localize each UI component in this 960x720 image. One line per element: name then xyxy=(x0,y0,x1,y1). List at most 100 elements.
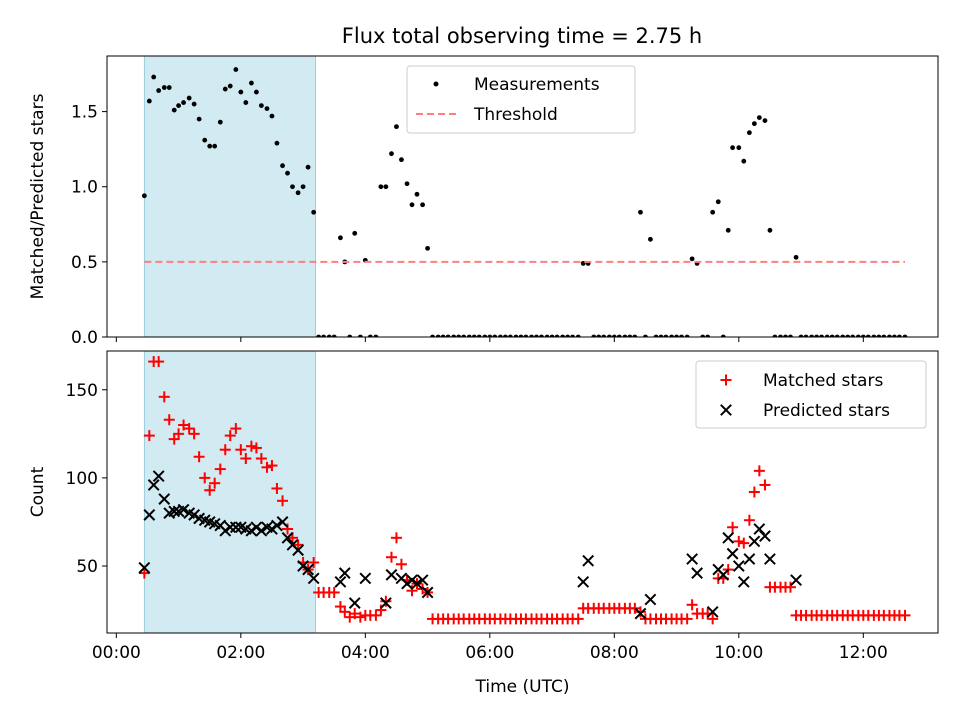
measurements-point-144 xyxy=(887,334,892,337)
measurements-point-64 xyxy=(471,334,477,337)
matched-stars-point-27 xyxy=(277,495,289,507)
matched-stars-point-23 xyxy=(255,453,267,465)
measurements-point-58 xyxy=(440,334,446,337)
measurements-point-3 xyxy=(156,88,162,93)
predicted-stars-point-30 xyxy=(292,544,305,557)
measurements-point-6 xyxy=(171,107,177,113)
matched-stars-point-125 xyxy=(784,581,796,593)
measurements-point-96 xyxy=(638,209,643,215)
measurements-point-57 xyxy=(435,334,441,337)
measurements-point-62 xyxy=(461,334,467,337)
matched-stars-point-106 xyxy=(686,599,698,611)
measurements-point-88 xyxy=(596,334,602,337)
matched-stars-point-26 xyxy=(271,482,283,494)
top-panel-frame xyxy=(106,55,939,338)
bottom-panel-frame xyxy=(106,350,939,634)
bottom-panel-legend-box xyxy=(695,360,927,429)
measurements-point-31 xyxy=(300,184,306,190)
measurements-point-142 xyxy=(876,334,882,337)
matched-stars-point-46 xyxy=(375,604,387,616)
measurements-point-112 xyxy=(720,334,726,337)
x-tick-label-2: 04:00 xyxy=(341,643,390,663)
measurements-point-11 xyxy=(196,116,202,122)
predicted-stars-point-50 xyxy=(686,553,699,565)
matched-stars-point-4 xyxy=(158,391,170,403)
matched-stars-point-37 xyxy=(328,586,340,598)
top-panel-ratio: 0.0 0.5 1.0 1.5 Matched/Predicted stars Mea… xyxy=(28,55,939,348)
measurements-point-66 xyxy=(482,334,488,337)
predicted-stars-point-56 xyxy=(726,547,739,560)
y-tick-label-0: 0.0 xyxy=(71,328,98,348)
predicted-stars-point-47 xyxy=(582,554,595,567)
measurements-point-83 xyxy=(570,334,576,337)
x-tick-label-4: 08:00 xyxy=(590,643,639,663)
measurements-point-74 xyxy=(523,334,529,337)
matched-stars-point-8 xyxy=(178,419,190,431)
measurements-point-19 xyxy=(238,89,244,95)
measurements-point-106 xyxy=(689,256,695,262)
measurements-point-40 xyxy=(347,334,353,337)
measurements-point-1 xyxy=(146,98,152,104)
measurements-point-23 xyxy=(258,103,264,108)
predicted-stars-point-55 xyxy=(722,531,735,544)
top-panel-legend: Measurements Threshold xyxy=(406,65,636,134)
legend-predicted-stars-marker xyxy=(720,404,732,416)
measurements-point-69 xyxy=(498,334,503,337)
measurements-point-13 xyxy=(207,143,213,149)
measurements-point-121 xyxy=(767,227,773,233)
measurements-point-103 xyxy=(674,334,679,337)
measurements-point-128 xyxy=(803,334,809,337)
predicted-stars-point-38 xyxy=(379,597,392,609)
predicted-stars-point-18 xyxy=(229,521,242,534)
bottom-panel-ticks: 50 100 150 00:00 02:00 04:00 06:00 08:00 10:00 12… xyxy=(66,381,888,663)
measurements-point-125 xyxy=(788,334,793,337)
y-tick-label-2: 150 xyxy=(66,381,98,401)
measurements-point-26 xyxy=(274,140,280,146)
top-panel-series xyxy=(141,67,908,337)
y-tick-label-0: 50 xyxy=(76,557,98,577)
matched-stars-point-52 xyxy=(406,585,418,597)
measurements-point-115 xyxy=(736,145,742,151)
measurements-point-49 xyxy=(394,124,399,130)
bottom-panel-counts: 50 100 150 00:00 02:00 04:00 06:00 08:00 10:00 12… xyxy=(28,350,939,697)
predicted-stars-point-63 xyxy=(764,553,776,565)
measurements-point-120 xyxy=(762,118,768,124)
matched-stars-point-96 xyxy=(634,606,646,618)
measurements-point-21 xyxy=(249,80,254,86)
measurements-point-51 xyxy=(404,181,410,187)
top-panel-y-axis-label: Matched/Predicted stars xyxy=(28,93,48,299)
matched-stars-point-115 xyxy=(733,535,745,547)
y-tick-label-1: 0.5 xyxy=(71,253,98,273)
measurements-point-17 xyxy=(227,83,233,89)
measurements-point-12 xyxy=(202,137,208,143)
measurements-point-2 xyxy=(151,74,157,80)
matched-stars-point-1 xyxy=(143,430,155,442)
matched-stars-point-110 xyxy=(707,613,719,625)
measurements-point-99 xyxy=(653,334,659,337)
matched-stars-point-12 xyxy=(199,472,211,484)
measurements-point-116 xyxy=(741,158,747,164)
measurements-point-95 xyxy=(632,334,638,337)
measurements-point-37 xyxy=(331,334,337,337)
matched-stars-point-10 xyxy=(188,428,200,440)
measurements-point-119 xyxy=(756,115,762,121)
predicted-stars-point-3 xyxy=(152,470,165,483)
measurements-point-114 xyxy=(730,145,735,151)
measurements-point-122 xyxy=(772,334,778,337)
measurements-point-63 xyxy=(466,334,472,337)
measurements-point-36 xyxy=(326,334,332,337)
predicted-stars-point-16 xyxy=(219,524,232,537)
predicted-stars-point-27 xyxy=(276,516,289,528)
predicted-stars-point-58 xyxy=(737,575,750,588)
predicted-stars-point-36 xyxy=(348,597,361,609)
legend-predicted-stars-label: Predicted stars xyxy=(763,401,890,421)
measurements-point-92 xyxy=(616,334,622,337)
matched-stars-point-116 xyxy=(738,537,750,549)
measurements-point-47 xyxy=(383,184,389,190)
measurements-point-124 xyxy=(783,334,788,337)
y-tick-label-1: 100 xyxy=(66,469,98,489)
matched-stars-point-84 xyxy=(572,613,584,625)
predicted-stars-point-23 xyxy=(255,524,268,537)
measurements-point-141 xyxy=(871,334,877,337)
